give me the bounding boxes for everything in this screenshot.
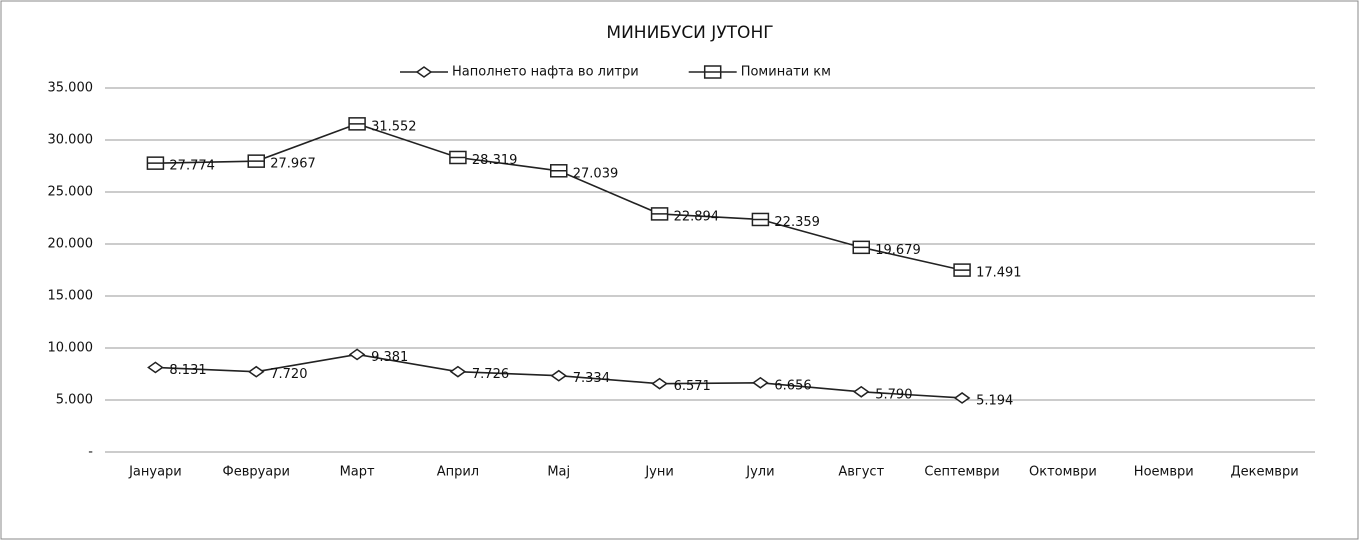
diamond-marker <box>752 376 769 389</box>
data-label: 6.656 <box>774 378 811 393</box>
data-label: 8.131 <box>169 363 206 378</box>
y-tick-label: 15.000 <box>48 289 94 304</box>
diamond-marker <box>415 66 433 78</box>
series: 8.131 7.720 9.381 7.726 7.334 6.571 6.656 5.790… <box>147 348 1013 408</box>
x-tick-label: Ноември <box>1134 465 1194 480</box>
data-label: 5.790 <box>875 387 912 402</box>
x-tick-label: Декември <box>1230 465 1298 480</box>
data-label: 9.381 <box>371 350 408 365</box>
x-tick-label: Мај <box>547 465 570 480</box>
data-label: 22.359 <box>774 215 820 230</box>
data-label: 27.774 <box>169 159 215 174</box>
diamond-marker <box>953 392 971 404</box>
data-label: 31.552 <box>371 119 417 134</box>
data-label: 5.194 <box>976 393 1013 408</box>
legend-item: Наполнето нафта во литри <box>400 65 639 80</box>
diamond-marker <box>852 385 870 398</box>
data-label: 27.039 <box>573 166 619 181</box>
data-label: 6.571 <box>674 379 711 394</box>
legend-item: Поминати км <box>688 65 831 80</box>
x-tick-label: Август <box>838 465 884 480</box>
y-tick-label: 30.000 <box>48 133 94 148</box>
y-tick-label: 5.000 <box>56 393 93 408</box>
diamond-marker <box>550 369 568 382</box>
diamond-marker <box>651 377 668 390</box>
diamond-marker <box>247 365 265 378</box>
data-label: 7.726 <box>472 367 509 382</box>
x-tick-label: Октомври <box>1029 465 1097 480</box>
data-label: 27.967 <box>270 157 316 172</box>
y-tick-label: 10.000 <box>48 341 94 356</box>
data-label: 17.491 <box>976 266 1022 281</box>
data-label: 19.679 <box>875 243 921 258</box>
y-tick-label: 20.000 <box>48 237 94 252</box>
x-tick-label: Септември <box>924 465 999 480</box>
chart-title: МИНИБУСИ ЈУТОНГ <box>606 23 773 43</box>
y-tick-label: - <box>88 445 93 460</box>
legend-label: Поминати км <box>741 65 831 80</box>
y-tick-label: 25.000 <box>48 185 94 200</box>
data-label: 28.319 <box>472 153 517 168</box>
data-label: 22.894 <box>674 209 720 224</box>
x-tick-label: Април <box>437 465 479 480</box>
data-label: 7.720 <box>270 367 307 382</box>
diamond-marker <box>348 348 366 361</box>
x-tick-label: Јуни <box>644 465 673 480</box>
x-tick-label: Февруари <box>223 465 290 480</box>
series: 27.774 27.967 31.552 28.319 27.039 22.894 22.3… <box>146 117 1022 281</box>
diamond-marker <box>147 361 164 374</box>
diamond-marker <box>449 365 467 378</box>
series-line <box>155 123 963 271</box>
x-tick-label: Јули <box>745 465 774 480</box>
x-tick-label: Март <box>340 465 375 480</box>
y-tick-label: 35.000 <box>48 81 94 96</box>
data-label: 7.334 <box>573 371 610 386</box>
x-tick-label: Јануари <box>128 465 182 480</box>
legend-label: Наполнето нафта во литри <box>452 65 639 80</box>
